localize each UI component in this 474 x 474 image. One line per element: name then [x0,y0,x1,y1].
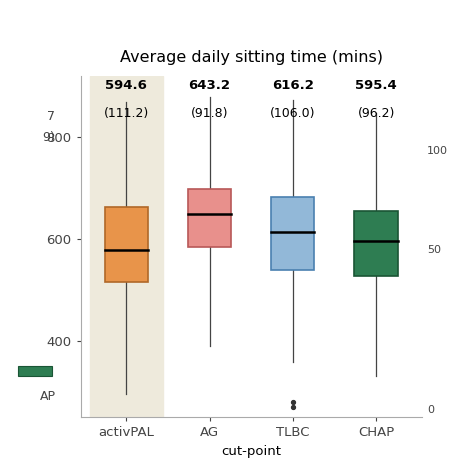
Text: 643.2: 643.2 [189,79,230,92]
Bar [105,207,148,282]
Bar [355,211,398,275]
Text: 616.2: 616.2 [272,79,314,92]
Text: 9): 9) [43,131,55,144]
Text: (91.8): (91.8) [191,107,228,119]
Title: Average daily sitting time (mins): Average daily sitting time (mins) [120,50,383,65]
Bar [271,197,314,271]
Bar [188,190,231,247]
Text: 0: 0 [427,405,434,415]
Text: (106.0): (106.0) [270,107,316,119]
Text: (96.2): (96.2) [357,107,395,119]
Bar [18,366,53,376]
Text: 595.4: 595.4 [355,79,397,92]
Text: 7: 7 [47,110,55,123]
Text: 594.6: 594.6 [105,79,147,92]
X-axis label: cut-point: cut-point [221,445,281,458]
Text: AP: AP [39,390,55,403]
Text: (111.2): (111.2) [104,107,149,119]
Text: 100: 100 [427,146,448,156]
Text: 50: 50 [427,245,441,255]
Bar [90,76,163,417]
